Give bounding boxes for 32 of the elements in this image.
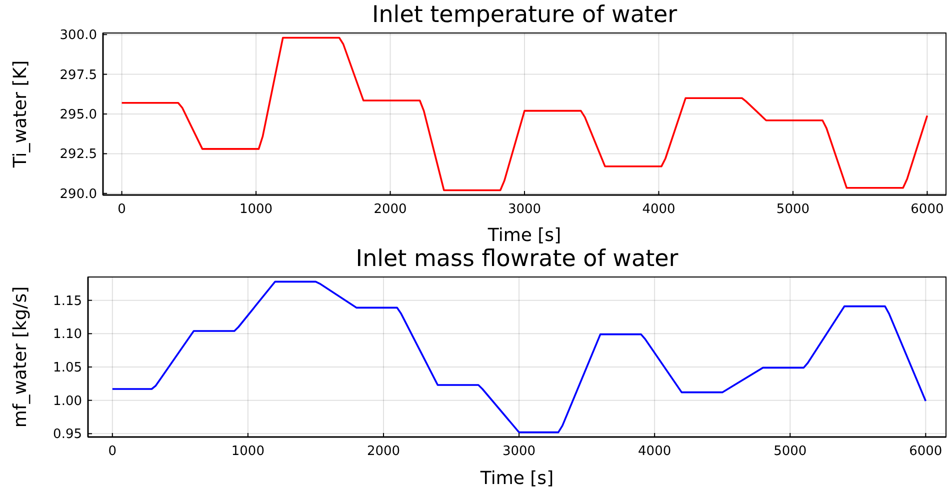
x-tick-label: 1000 xyxy=(231,444,264,459)
x-tick-label: 0 xyxy=(118,202,126,217)
x-axis-title: Time [s] xyxy=(486,225,562,246)
x-tick-label: 2000 xyxy=(374,202,407,217)
y-tick-label: 1.10 xyxy=(53,327,82,342)
y-tick-label: 0.95 xyxy=(53,427,82,442)
x-tick-label: 6000 xyxy=(910,202,944,217)
x-tick-label: 2000 xyxy=(366,444,400,459)
y-tick-label: 300.0 xyxy=(60,28,97,44)
x-tick-label: 1000 xyxy=(239,202,273,217)
x-tick-label: 0 xyxy=(108,444,117,459)
line-series xyxy=(112,280,927,434)
x-axis-title: Time [s] xyxy=(479,468,554,489)
y-tick-label: 1.05 xyxy=(53,360,82,376)
chart-title: Inlet mass flowrate of water xyxy=(356,246,679,272)
y-tick-label: 297.5 xyxy=(60,68,97,83)
x-tick-label: 5000 xyxy=(774,444,807,459)
y-axis-title: mf_water [kg/s] xyxy=(10,286,31,428)
y-tick-label: 295.0 xyxy=(60,108,97,122)
chart-title: Inlet temperature of water xyxy=(372,2,678,28)
y-tick-label: 1.15 xyxy=(53,294,82,309)
y-tick-label: 1.00 xyxy=(53,394,82,409)
x-tick-label: 6000 xyxy=(909,444,942,459)
y-tick-label: 292.5 xyxy=(60,147,97,162)
y-tick-label: 290.0 xyxy=(60,186,97,202)
x-tick-label: 5000 xyxy=(776,202,810,217)
x-tick-label: 3000 xyxy=(502,444,536,459)
x-tick-label: 3000 xyxy=(508,202,542,217)
y-axis-title: Ti_water [K] xyxy=(10,60,31,169)
x-tick-label: 4000 xyxy=(638,444,672,459)
x-tick-label: 4000 xyxy=(642,202,676,217)
line-series xyxy=(120,36,928,192)
